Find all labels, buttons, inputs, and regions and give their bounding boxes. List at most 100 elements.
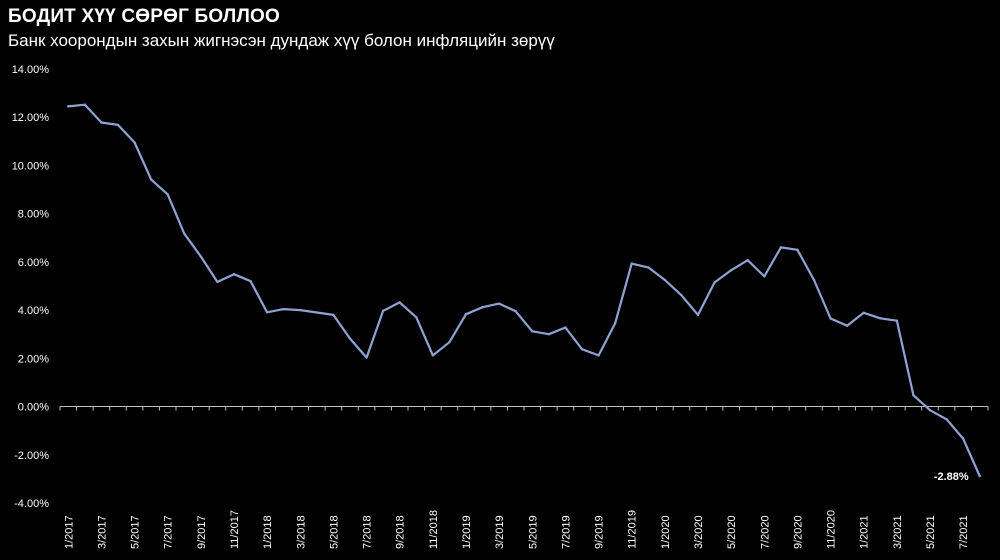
data-label-last-value: -2.88% (934, 471, 969, 483)
data-point (183, 232, 186, 235)
x-tick-label: 9/2020 (792, 515, 804, 549)
data-point (812, 278, 816, 282)
y-tick-label: 10.00% (12, 160, 50, 172)
x-tick-label: 1/2021 (859, 515, 871, 549)
x-tick-label: 3/2021 (892, 515, 904, 549)
x-tick-label: 1/2017 (63, 515, 75, 549)
data-point (879, 317, 882, 320)
data-point (862, 311, 865, 314)
x-tick-label: 5/2020 (726, 515, 738, 549)
y-tick-label: 6.00% (18, 257, 49, 269)
x-tick-label: 5/2017 (130, 515, 142, 549)
x-tick-label: 7/2018 (362, 515, 374, 549)
y-tick-label: -2.00% (14, 450, 49, 462)
data-point (961, 437, 965, 440)
data-point (381, 309, 385, 313)
x-tick-label: 11/2018 (428, 510, 440, 549)
x-tick-label: 11/2020 (826, 510, 838, 549)
series-layer (67, 103, 981, 478)
data-point (663, 278, 667, 282)
x-axis-ticks: 1/2017 3/2017 5/2017 7/2017 9/2017 11/2017 1/2… (59, 406, 989, 549)
data-point (265, 311, 269, 314)
x-tick-label: 5/2021 (925, 515, 937, 549)
data-point (481, 306, 484, 309)
data-point (895, 319, 899, 322)
data-point (448, 340, 451, 344)
data-point (149, 178, 153, 181)
data-point (729, 269, 733, 272)
data-point (415, 316, 418, 319)
data-point (398, 301, 401, 304)
data-point (713, 281, 716, 284)
data-point (945, 418, 948, 421)
x-tick-label: 3/2018 (295, 515, 307, 549)
chart-subtitle: Банк хоорондын захын жигнэсэн дундаж хүү… (8, 31, 555, 50)
x-tick-label: 3/2020 (693, 515, 705, 549)
series-line (67, 103, 981, 478)
data-point (464, 313, 468, 316)
y-tick-label: 8.00% (18, 209, 49, 221)
data-point (133, 141, 136, 144)
data-point (630, 262, 633, 265)
data-point (564, 326, 567, 329)
x-tick-label: 3/2017 (96, 515, 108, 549)
x-tick-label: 5/2019 (527, 515, 539, 549)
annotation-layer: -2.88% (934, 471, 969, 483)
data-point (232, 272, 236, 276)
data-point (928, 408, 932, 412)
data-point (166, 193, 169, 196)
data-point (100, 121, 103, 124)
data-point (680, 293, 683, 297)
data-point (83, 103, 87, 106)
data-point (199, 255, 203, 258)
x-tick-label: 9/2017 (196, 515, 208, 549)
x-tick-label: 1/2020 (660, 515, 672, 549)
data-point (580, 347, 584, 351)
x-tick-label: 9/2019 (594, 515, 606, 549)
chart-title: БОДИТ ХҮҮ СӨРӨГ БОЛЛОО (8, 6, 280, 27)
data-point (845, 324, 849, 327)
y-tick-label: -4.00% (14, 498, 49, 510)
data-point (348, 337, 352, 340)
data-point (332, 313, 335, 317)
y-tick-label: 0.00% (18, 402, 49, 414)
data-point (116, 123, 120, 127)
data-point (282, 307, 285, 311)
x-tick-label: 3/2019 (494, 515, 506, 549)
data-point (978, 474, 981, 478)
y-tick-label: 12.00% (12, 112, 50, 124)
data-point (315, 311, 319, 314)
data-point (431, 354, 435, 357)
x-tick-label: 1/2019 (461, 515, 473, 549)
data-point (746, 259, 749, 262)
data-point (696, 313, 700, 317)
data-point (67, 105, 70, 108)
x-tick-label: 7/2017 (163, 515, 175, 549)
data-point (912, 394, 915, 397)
x-tick-label: 7/2019 (560, 515, 572, 549)
data-point (547, 333, 551, 336)
data-point (647, 266, 650, 269)
y-tick-label: 2.00% (18, 353, 49, 365)
x-tick-label: 9/2018 (395, 515, 407, 549)
data-point (514, 310, 517, 313)
y-tick-label: 4.00% (18, 305, 49, 317)
data-point (299, 308, 302, 312)
x-tick-label: 7/2020 (759, 515, 771, 549)
data-point (216, 280, 219, 284)
x-tick-label: 5/2018 (328, 515, 340, 549)
data-point (597, 354, 600, 357)
y-axis-ticks: -4.00% -2.00% 0.00% 2.00% 4.00% 6.00% 8.00% 10.… (12, 64, 50, 510)
data-point (365, 356, 368, 359)
x-tick-label: 1/2018 (262, 515, 274, 549)
data-point (829, 317, 832, 320)
data-point (613, 322, 617, 325)
data-point (497, 302, 501, 305)
y-tick-label: 14.00% (12, 64, 50, 76)
data-point (763, 275, 766, 278)
data-point (249, 279, 252, 283)
data-point (796, 248, 799, 252)
x-tick-label: 11/2019 (627, 510, 639, 549)
data-point (531, 330, 534, 333)
